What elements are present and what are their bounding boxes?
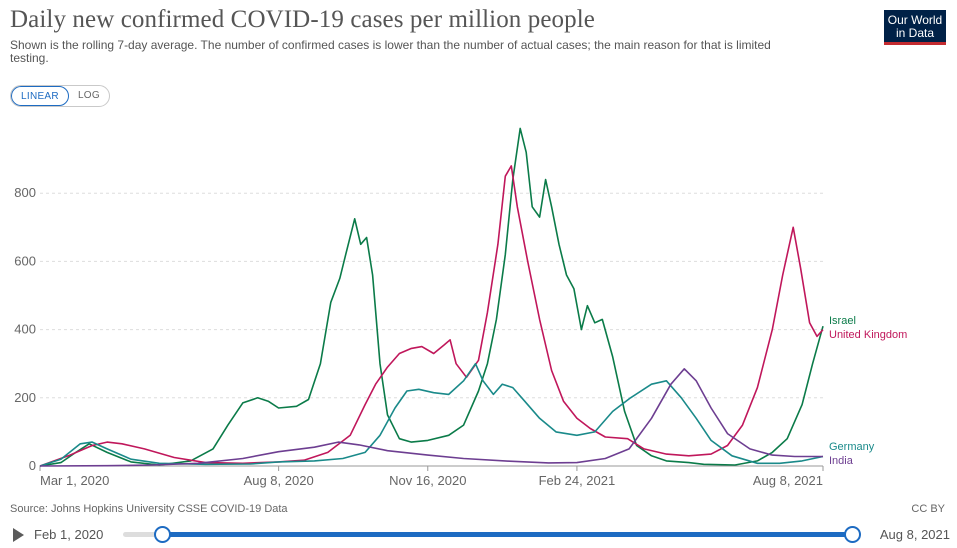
chart-grid — [40, 192, 823, 467]
linear-scale-button[interactable]: LINEAR — [11, 86, 69, 106]
timeline-end-handle[interactable] — [844, 526, 861, 543]
log-scale-button[interactable]: LOG — [77, 90, 100, 101]
chart-subtitle: Shown is the rolling 7-day average. The … — [10, 38, 771, 65]
chart-series — [39, 127, 824, 467]
series-labels: Israel United Kingdom Germany India — [829, 315, 907, 467]
source-note[interactable]: Source: Johns Hopkins University CSSE CO… — [10, 503, 288, 515]
timeline-range-fill — [161, 532, 851, 537]
timeline-end-label: Aug 8, 2021 — [879, 527, 950, 542]
timeline-start-label: Feb 1, 2020 — [34, 527, 104, 542]
x-tick-label: Nov 16, 2020 — [389, 473, 466, 488]
y-tick-label: 0 — [29, 458, 36, 473]
timeline: Feb 1, 2020 Aug 8, 2021 — [10, 523, 950, 545]
y-axis-ticks: 0 200 400 600 800 — [14, 185, 36, 473]
owid-logo[interactable]: Our World in Data — [884, 10, 946, 45]
chart-title: Daily new confirmed COVID-19 cases per m… — [10, 6, 595, 33]
y-tick-label: 200 — [14, 390, 36, 405]
series-label-germany: Germany — [829, 441, 875, 453]
series-line-india — [39, 368, 823, 467]
timeline-start-handle[interactable] — [154, 526, 171, 543]
series-label-united-kingdom: United Kingdom — [829, 329, 907, 341]
x-tick-label: Mar 1, 2020 — [40, 473, 109, 488]
series-line-germany — [39, 362, 824, 467]
play-icon[interactable] — [13, 528, 24, 542]
x-tick-label: Feb 24, 2021 — [539, 473, 616, 488]
y-tick-label: 600 — [14, 253, 36, 268]
x-tick-label: Aug 8, 2021 — [753, 473, 823, 488]
scale-toggle: LINEAR LOG — [10, 85, 110, 107]
license-label[interactable]: CC BY — [911, 503, 945, 515]
x-axis-ticks: Mar 1, 2020 Aug 8, 2020 Nov 16, 2020 Feb 24… — [39, 466, 824, 488]
x-tick-label: Aug 8, 2020 — [244, 473, 314, 488]
series-label-israel: Israel — [829, 315, 856, 327]
series-line-israel — [39, 127, 824, 467]
series-label-india: India — [829, 455, 854, 467]
y-tick-label: 400 — [14, 322, 36, 337]
y-tick-label: 800 — [14, 185, 36, 200]
series-line-united-kingdom — [39, 165, 824, 467]
